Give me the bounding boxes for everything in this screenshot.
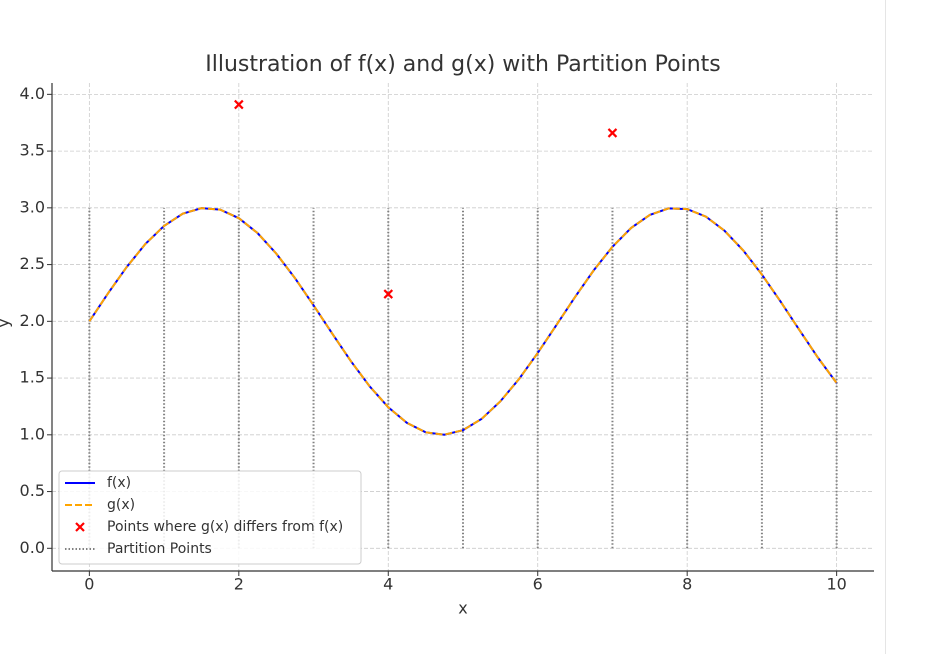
y-tick-label: 4.0: [20, 84, 45, 103]
legend-box: [58, 470, 362, 565]
y-tick-label: 2.5: [20, 254, 45, 273]
x-tick-label: 8: [682, 575, 692, 594]
chart-title: Illustration of f(x) and g(x) with Parti…: [205, 52, 721, 77]
y-tick-label: 1.5: [20, 368, 45, 387]
y-axis-label: y: [0, 318, 13, 327]
legend: f(x) g(x) Points where g(x) differs from f…: [58, 470, 362, 565]
x-tick-label: 10: [826, 575, 846, 594]
scatter-point: [234, 99, 244, 110]
x-tick-label: 0: [84, 575, 94, 594]
x-tick-label: 2: [234, 575, 244, 594]
legend-label: g(x): [107, 497, 135, 513]
legend-label: Points where g(x) differs from f(x): [107, 519, 343, 535]
y-tick-label: 0.0: [20, 538, 45, 557]
y-tick-label: 3.0: [20, 197, 45, 216]
scatter-point: [607, 128, 618, 138]
x-axis-label: x: [458, 599, 467, 618]
legend-label: f(x): [107, 475, 131, 491]
x-tick-label: 6: [533, 575, 543, 594]
series-line: [88, 207, 838, 436]
y-tick-label: 1.0: [20, 424, 45, 443]
y-tick-label: 2.0: [20, 311, 45, 330]
legend-swatch: [75, 522, 85, 532]
y-tick-label: 3.5: [20, 141, 45, 160]
y-tick-label: 0.5: [20, 481, 45, 500]
x-tick-label: 4: [383, 575, 393, 594]
legend-label: Partition Points: [107, 541, 212, 557]
scatter-point: [383, 289, 394, 299]
